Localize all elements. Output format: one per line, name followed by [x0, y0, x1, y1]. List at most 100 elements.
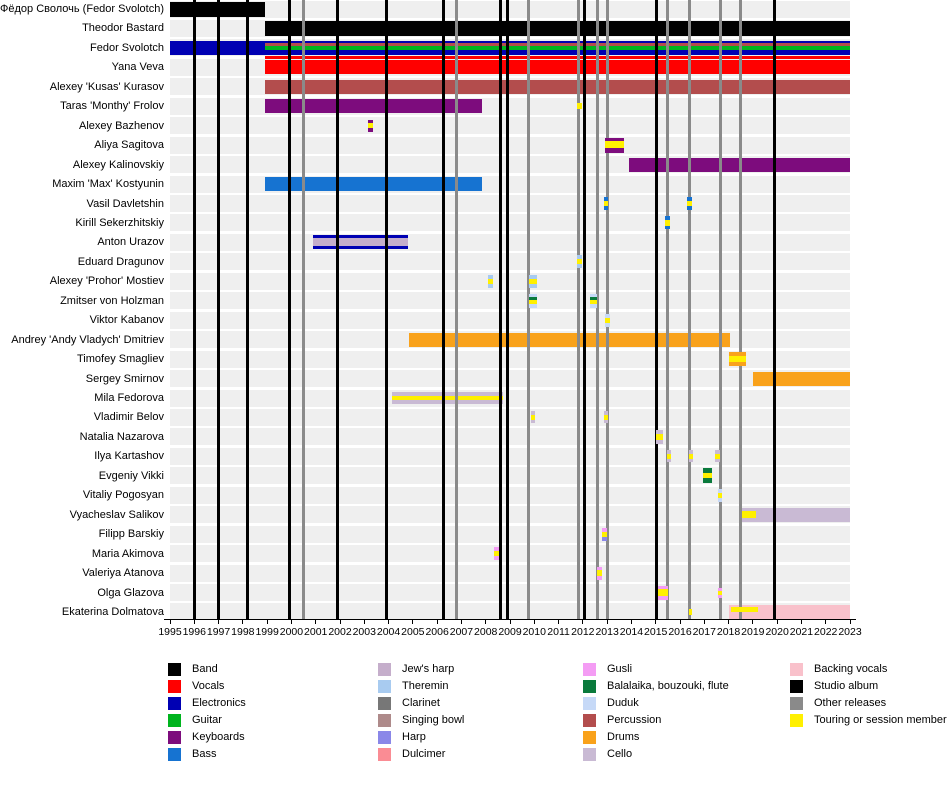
- member-label: Theodor Bastard: [82, 22, 164, 35]
- bar-stripe: [658, 589, 668, 596]
- bar-stripe: [604, 317, 610, 323]
- year-tick: [582, 619, 584, 624]
- timeline-row-band: [170, 603, 850, 621]
- member-label: Ekaterina Dolmatova: [61, 605, 164, 618]
- release-line-studio-album: [246, 0, 250, 619]
- year-tick-label: 2017: [692, 626, 716, 638]
- year-tick: [460, 619, 462, 624]
- bar-stripe: [717, 594, 723, 598]
- bar-stripe: [409, 332, 730, 347]
- bar-stripe: [741, 511, 757, 518]
- release-line-studio-album: [582, 0, 586, 619]
- bar-stripe: [717, 590, 723, 595]
- member-label: Natalia Nazarova: [79, 430, 164, 443]
- year-tick: [630, 619, 632, 624]
- bar-stripe: [392, 399, 503, 404]
- member-label: Olga Glazova: [97, 586, 164, 599]
- year-tick-label: 2021: [789, 626, 814, 638]
- bar-stripe: [264, 49, 850, 55]
- bar-stripe: [576, 255, 582, 260]
- timeline-bar: [728, 604, 850, 619]
- timeline-bar: [494, 547, 500, 561]
- bar-stripe: [488, 274, 493, 279]
- timeline-bar: [665, 216, 671, 230]
- year-tick: [436, 619, 438, 624]
- bar-stripe: [590, 297, 598, 301]
- timeline-bar: [703, 468, 712, 484]
- timeline-bar: [264, 56, 850, 59]
- timeline-bar: [529, 293, 537, 308]
- bar-stripe: [392, 395, 503, 400]
- year-tick-label: 2014: [619, 626, 644, 638]
- year-tick-label: 2015: [644, 626, 668, 638]
- release-line-other-release: [576, 0, 580, 619]
- bar-stripe: [529, 293, 537, 298]
- legend-label: Other releases: [814, 697, 887, 709]
- legend-swatch: [583, 680, 596, 693]
- legend-label: Balalaika, bouzouki, flute: [607, 680, 729, 692]
- legend-swatch: [378, 748, 391, 761]
- bar-stripe: [367, 119, 373, 124]
- bar-stripe: [597, 570, 603, 576]
- year-tick: [193, 619, 195, 624]
- timeline-bar: [688, 608, 693, 615]
- member-label: Aliya Sagitova: [94, 139, 164, 152]
- bar-stripe: [666, 458, 672, 463]
- timeline-row-band: [170, 350, 850, 368]
- bar-stripe: [658, 596, 668, 600]
- legend-label: Backing vocals: [814, 663, 888, 675]
- bar-stripe: [576, 259, 582, 265]
- timeline-bar: [602, 527, 608, 541]
- release-line-other-release: [302, 0, 306, 619]
- year-tick-label: 2016: [668, 626, 692, 638]
- bar-stripe: [728, 352, 746, 356]
- year-tick: [412, 619, 414, 624]
- member-label: Alexey Kalinovskiy: [72, 158, 164, 171]
- bar-stripe: [731, 607, 758, 613]
- legend-label: Guitar: [192, 714, 222, 726]
- timeline-bar: [590, 293, 598, 308]
- legend-swatch: [583, 748, 596, 761]
- timeline-bar: [728, 352, 746, 367]
- bar-stripe: [494, 556, 500, 561]
- release-line-studio-album: [506, 0, 510, 619]
- timeline-bar: [409, 332, 730, 347]
- timeline-bar: [717, 587, 723, 598]
- timeline-bar: [687, 197, 693, 210]
- legend-swatch: [378, 663, 391, 676]
- legend-swatch: [168, 663, 181, 676]
- member-label: Фёдор Сволочь (Fedor Svolotch): [0, 3, 164, 15]
- year-tick-label: 2002: [328, 626, 352, 638]
- timeline-bar: [666, 450, 672, 463]
- year-tick-label: 2006: [425, 626, 449, 638]
- member-label: Kirill Sekerzhitskiy: [75, 216, 164, 229]
- bar-stripe: [313, 246, 408, 250]
- bar-stripe: [529, 297, 537, 301]
- timeline-bar: [655, 429, 663, 444]
- bar-stripe: [529, 274, 537, 279]
- timeline-row-band: [170, 584, 850, 601]
- bar-stripe: [597, 566, 603, 571]
- bar-stripe: [392, 392, 503, 396]
- bar-stripe: [264, 79, 850, 94]
- legend-label: Percussion: [607, 714, 662, 726]
- bar-stripe: [313, 238, 408, 247]
- year-tick-label: 2004: [376, 626, 401, 638]
- timeline-bar: [715, 450, 721, 463]
- year-tick-label: 2019: [741, 626, 765, 638]
- timeline-row-band: [170, 253, 850, 271]
- bar-stripe: [367, 128, 373, 132]
- bar-stripe: [728, 604, 850, 619]
- timeline-row-band: [170, 272, 850, 290]
- year-tick: [558, 619, 560, 624]
- legend-label: Theremin: [402, 680, 449, 692]
- year-tick: [849, 619, 851, 624]
- timeline-bar: [530, 411, 536, 424]
- year-tick: [800, 619, 802, 624]
- legend-label: Cello: [607, 748, 633, 760]
- year-tick: [728, 619, 730, 624]
- year-tick-label: 2018: [716, 626, 741, 638]
- legend-swatch: [790, 697, 803, 710]
- timeline-row-band: [170, 311, 850, 329]
